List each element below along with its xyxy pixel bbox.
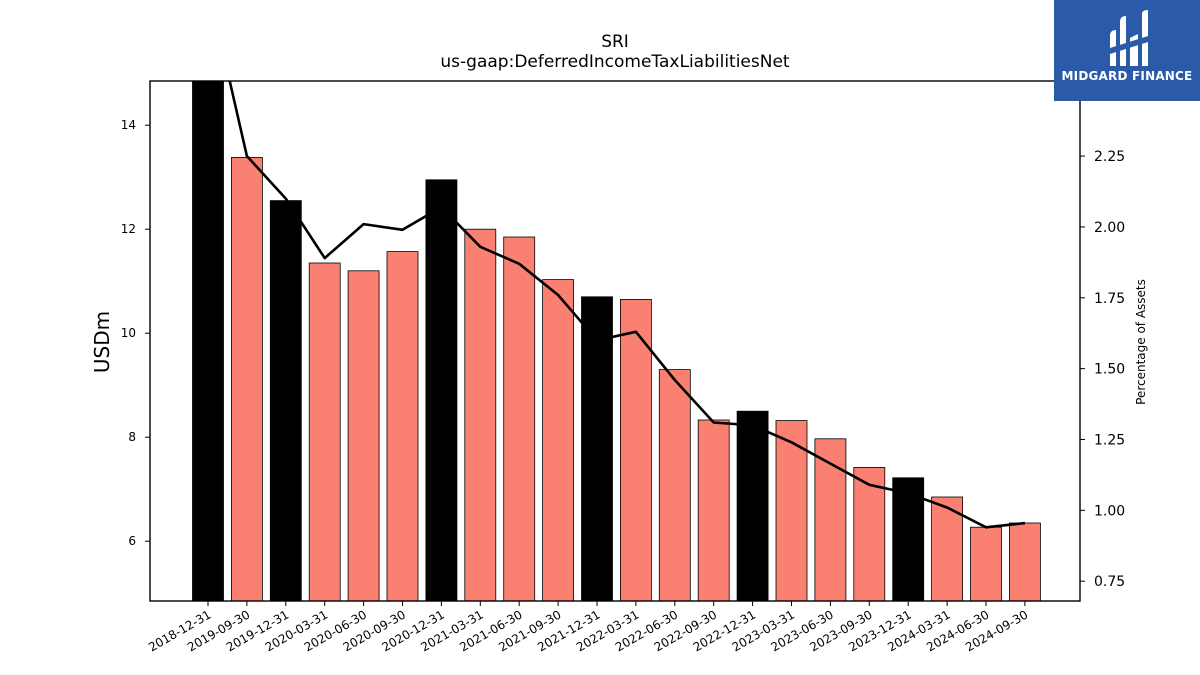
bar-2021-03-31 bbox=[464, 228, 497, 602]
bar-2020-09-30 bbox=[386, 251, 419, 602]
y-tick-label: 12 bbox=[121, 222, 136, 236]
plot-frame bbox=[149, 80, 1081, 602]
y2-tick-label: 1.75 bbox=[1094, 291, 1125, 307]
bar-2020-12-31 bbox=[425, 179, 458, 602]
bar-2022-09-30 bbox=[697, 419, 730, 602]
bar-2022-12-31 bbox=[736, 410, 769, 602]
y-tick-label: 10 bbox=[121, 326, 136, 340]
bar-2022-06-30 bbox=[658, 369, 691, 602]
bar-2022-03-31 bbox=[620, 298, 652, 602]
y-axis-label: USDm bbox=[90, 311, 114, 373]
bar-2018-12-31 bbox=[192, 80, 224, 602]
bar-2024-09-30 bbox=[1009, 522, 1041, 602]
y-tick-label: 14 bbox=[121, 118, 136, 132]
y2-tick-label: 1.50 bbox=[1094, 362, 1125, 378]
bar-2024-06-30 bbox=[970, 526, 1002, 602]
y2-tick-label: 2.00 bbox=[1094, 220, 1125, 236]
bar-2020-06-30 bbox=[347, 270, 380, 602]
chart-title: SRI bbox=[601, 32, 629, 52]
bar-2021-12-31 bbox=[581, 296, 613, 602]
bar-2021-06-30 bbox=[503, 236, 536, 602]
y2-axis-label: Percentage of Assets bbox=[1134, 279, 1148, 405]
y2-tick-label: 2.25 bbox=[1094, 149, 1125, 165]
logo-mark-icon bbox=[1110, 10, 1148, 66]
logo-text: MIDGARD FINANCE bbox=[1061, 69, 1193, 83]
bar-2021-09-30 bbox=[542, 279, 574, 602]
chart-subtitle: us-gaap:DeferredIncomeTaxLiabilitiesNet bbox=[440, 52, 790, 72]
y-tick-label: 8 bbox=[128, 430, 136, 444]
bar-2023-03-31 bbox=[775, 420, 808, 602]
percentage-of-assets-line bbox=[228, 81, 1026, 529]
bar-2019-09-30 bbox=[230, 156, 263, 602]
y2-tick-label: 1.00 bbox=[1094, 503, 1125, 519]
bar-2024-03-31 bbox=[931, 496, 963, 602]
bar-2023-06-30 bbox=[814, 438, 847, 602]
bar-2020-03-31 bbox=[308, 262, 341, 602]
bar-2023-09-30 bbox=[853, 466, 886, 602]
y-tick-label: 6 bbox=[128, 534, 136, 548]
y2-tick-label: 0.75 bbox=[1094, 574, 1125, 590]
bar-2019-12-31 bbox=[269, 200, 302, 602]
y2-tick-label: 1.25 bbox=[1094, 432, 1125, 448]
brand-logo: MIDGARD FINANCE bbox=[1054, 0, 1200, 101]
